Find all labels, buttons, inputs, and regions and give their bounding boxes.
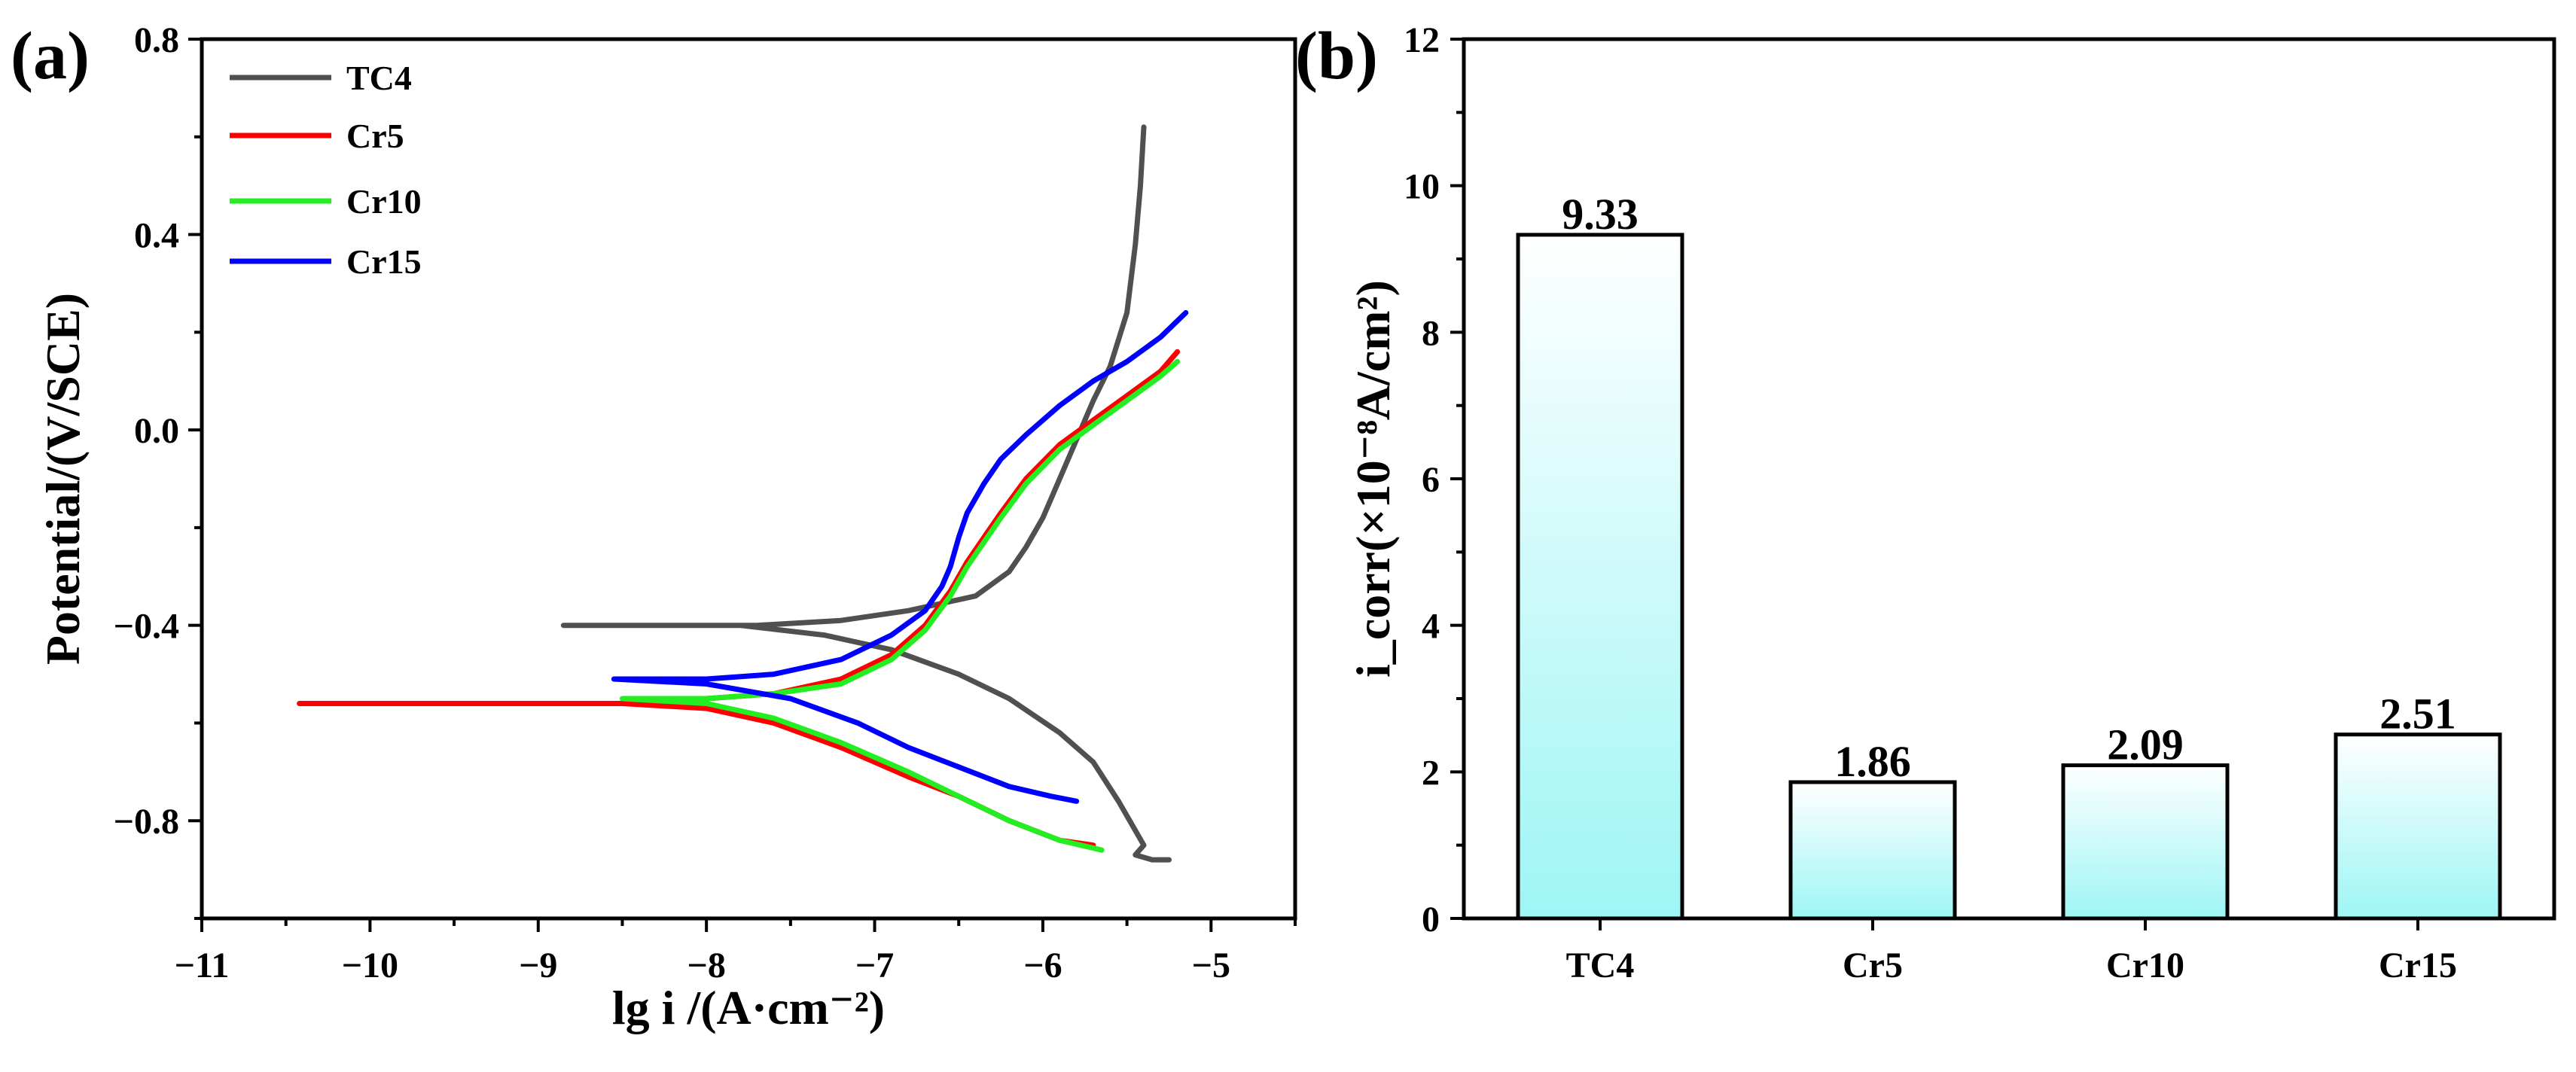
panel-a-ticks [188, 38, 1297, 932]
bar-tc4 [1516, 233, 1684, 921]
panel-b-y-axis-title: i_corr(×10⁻⁸A/cm²) [1346, 280, 1400, 678]
bar-cr15 [2334, 732, 2502, 921]
y-tick-label: 6 [1422, 460, 1440, 500]
panel-b-plot-frame [1462, 37, 2556, 921]
bar-value-label: 2.09 [2107, 720, 2184, 769]
series-line-cr10 [620, 358, 1181, 853]
panel-b-category-labels: TC4 Cr5 Cr10 Cr15 [1566, 946, 2457, 985]
series-line-cr5 [297, 349, 1181, 848]
panel-b-bars [1516, 233, 2502, 930]
panel-a-x-axis-title: lg i /(A·cm⁻²) [612, 981, 885, 1034]
bar-cr10 [2061, 763, 2230, 921]
bar-value-label: 2.51 [2379, 690, 2456, 739]
x-tick-label: −8 [687, 946, 725, 985]
category-label: Cr5 [1843, 946, 1903, 985]
panel-a-plot-frame [200, 37, 1297, 921]
panel-a-series-group [297, 124, 1189, 863]
x-tick-label: −7 [855, 946, 894, 985]
y-tick-label: 4 [1422, 607, 1440, 647]
category-label: TC4 [1566, 946, 1635, 985]
bar-value-label: 1.86 [1834, 737, 1911, 786]
panel-a-y-tick-labels: −0.8 −0.4 0.0 0.4 0.8 [114, 20, 179, 842]
x-tick-label: −10 [342, 946, 398, 985]
y-tick-label: 0.8 [134, 20, 179, 60]
panel-a-polarization-chart: (a) −11 −10 −9 −8 −7 −6 −5 −0.8 −0.4 0.0 0.4 0.8 T… [11, 19, 1297, 1034]
panel-a-legend: TC4 Cr5 Cr10 Cr15 [230, 59, 422, 281]
x-tick-label: −11 [175, 946, 230, 985]
x-tick-label: −9 [519, 946, 557, 985]
x-tick-label: −6 [1023, 946, 1062, 985]
panel-a-letter: (a) [11, 19, 90, 93]
y-tick-label: −0.8 [114, 802, 179, 842]
series-line-tc4 [560, 124, 1172, 863]
panel-b-letter: (b) [1295, 19, 1378, 93]
panel-b-value-labels: 9.33 1.86 2.09 2.51 [1562, 190, 2456, 786]
y-tick-label: 8 [1422, 313, 1440, 353]
legend-label-cr10: Cr10 [346, 182, 422, 221]
legend-label-tc4: TC4 [346, 59, 412, 97]
panel-a-x-tick-labels: −11 −10 −9 −8 −7 −6 −5 [175, 946, 1230, 985]
x-tick-label: −5 [1192, 946, 1230, 985]
category-label: Cr10 [2106, 946, 2184, 985]
panel-a-y-axis-title: Potential/(V/SCE) [36, 293, 90, 665]
panel-b-ticks [1450, 38, 1464, 920]
category-label: Cr15 [2379, 946, 2457, 985]
y-tick-label: −0.4 [114, 607, 179, 647]
bar-cr5 [1788, 780, 1957, 921]
y-tick-label: 10 [1404, 167, 1440, 207]
series-line-cr15 [611, 309, 1189, 804]
y-tick-label: 0.0 [134, 411, 179, 451]
panel-b-bar-chart: (b) 0 2 4 6 8 10 12 TC4 Cr5 Cr10 Cr15 9.33 1.86 2.0… [1295, 19, 2556, 985]
y-tick-label: 0 [1422, 900, 1440, 940]
y-tick-label: 2 [1422, 753, 1440, 793]
legend-label-cr5: Cr5 [346, 117, 404, 155]
legend-label-cr15: Cr15 [346, 242, 422, 281]
y-tick-label: 0.4 [134, 216, 179, 256]
bar-value-label: 9.33 [1562, 190, 1639, 239]
y-tick-label: 12 [1404, 20, 1440, 60]
panel-b-y-tick-labels: 0 2 4 6 8 10 12 [1404, 20, 1440, 940]
